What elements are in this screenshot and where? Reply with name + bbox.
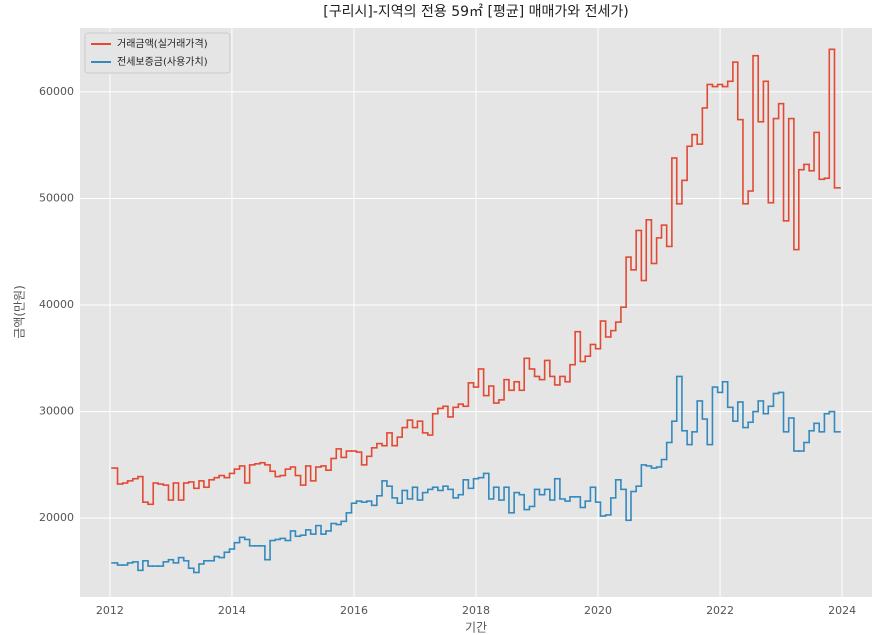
- x-tick-label: 2024: [828, 604, 856, 617]
- y-axis-label: 금액(만원): [13, 285, 27, 339]
- x-tick-label: 2020: [584, 604, 612, 617]
- y-tick-label: 50000: [39, 191, 74, 204]
- x-tick-label: 2016: [340, 604, 368, 617]
- series: [111, 48, 841, 506]
- chart-title: [구리시]-지역의 전용 59㎡ [평균] 매매가와 전세가): [323, 4, 628, 20]
- legend-label: 거래금액(실거래가격): [117, 37, 208, 50]
- y-tick-label: 30000: [39, 405, 74, 418]
- x-tick-label: 2014: [218, 604, 246, 617]
- x-tick-label: 2022: [706, 604, 734, 617]
- y-tick-label: 40000: [39, 298, 74, 311]
- y-tick-label: 20000: [39, 511, 74, 524]
- series: [111, 375, 841, 574]
- x-tick-label: 2018: [462, 604, 490, 617]
- y-tick-label: 60000: [39, 85, 74, 98]
- legend-box: [84, 32, 231, 74]
- x-axis-label: 기간: [465, 621, 487, 635]
- legend-label: 전세보증금(사용가치): [117, 56, 208, 68]
- x-tick-label: 2012: [96, 604, 124, 617]
